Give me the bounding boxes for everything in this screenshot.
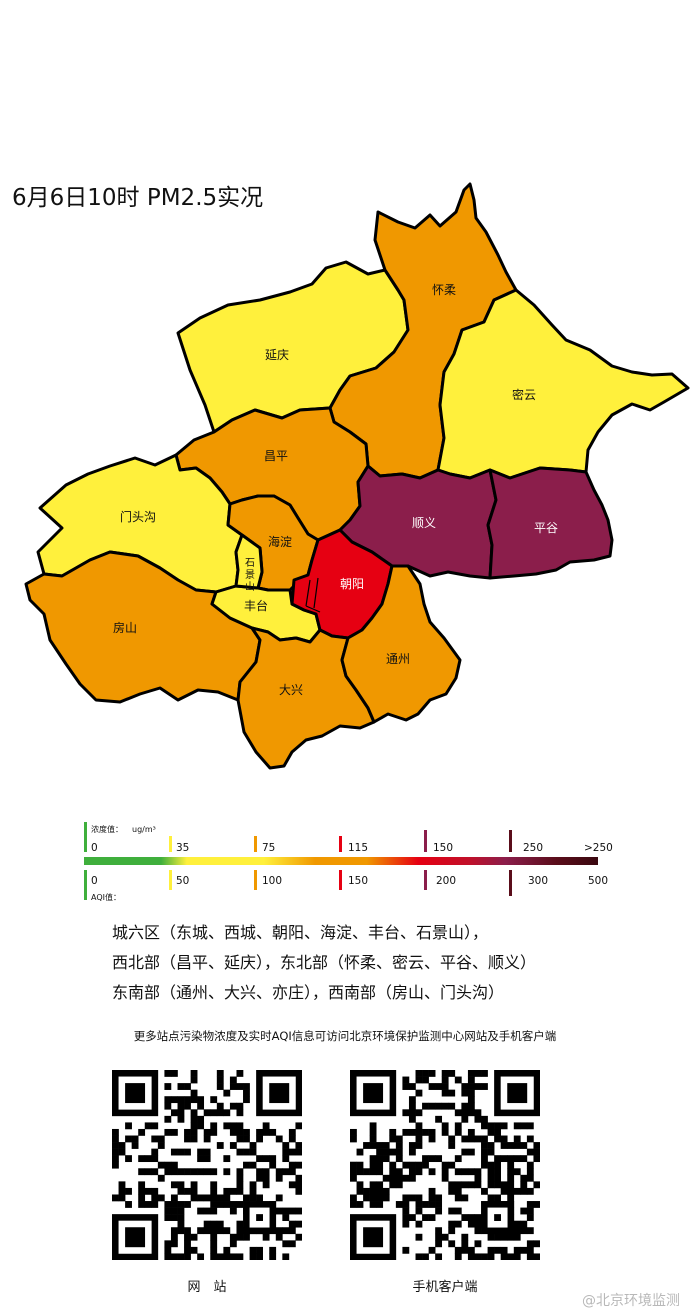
district-labels: 延庆 怀柔 密云 昌平 门头沟 海淀 顺义 平谷 石 景 山 朝阳 丰台 房山 … [113,283,558,697]
district-shijingshan[interactable] [234,533,264,590]
label-mentougou: 门头沟 [120,509,156,524]
label-fangshan: 房山 [113,620,137,635]
legend-green-marker-top [84,822,87,852]
aqi-tick: 300 [528,875,548,887]
label-shijingshan-2: 景 [245,569,255,581]
region-description: 城六区（东城、西城、朝阳、海淀、丰台、石景山）， 西北部（昌平、延庆），东北部（… [112,918,536,1008]
region-line: 西北部（昌平、延庆），东北部（怀柔、密云、平谷、顺义） [112,953,537,972]
aqi-tick: 500 [588,875,608,887]
district-tongzhou[interactable] [340,564,462,724]
label-shijingshan-3: 山 [245,581,255,593]
qr-caption-website: 网 站 [187,1280,227,1295]
tick-top-75 [254,836,257,852]
label-haidian: 海淀 [268,534,292,549]
legend-green-marker-bottom [84,870,87,900]
qr-caption-app: 手机客户端 [412,1280,478,1295]
conc-tick: 250 [523,842,543,854]
label-fengtai: 丰台 [244,598,268,613]
legend-aqi-label: AQI值： [91,892,121,902]
conc-tick: 0 [91,842,98,854]
app-qr-code[interactable] [350,1070,540,1260]
label-changping: 昌平 [264,449,288,463]
conc-tick: 75 [262,842,275,854]
weibo-watermark: @北京环境监测 [582,1293,680,1309]
aqi-tick: 150 [348,875,368,887]
label-tongzhou: 通州 [386,652,410,666]
tick-bottom-300 [509,870,512,896]
tick-bottom-100 [254,870,257,890]
region-line: 东南部（通州、大兴、亦庄），西南部（房山、门头沟） [112,983,505,1002]
tick-bottom-50 [169,870,172,890]
tick-bottom-200 [424,870,427,890]
aqi-tick: 50 [176,875,189,887]
label-huairou: 怀柔 [432,283,456,297]
label-pinggu: 平谷 [534,521,558,535]
legend-conc-label: 浓度值： [91,824,123,834]
label-shunyi: 顺义 [412,516,436,530]
tick-bottom-150 [339,870,342,890]
district-pinggu[interactable] [486,466,614,580]
aqi-tick: 200 [436,875,456,887]
legend-color-bar [84,857,598,865]
label-chaoyang: 朝阳 [340,577,364,591]
conc-tick: 115 [348,842,368,854]
city-core-boundary [291,574,321,613]
conc-tick: >250 [584,842,613,854]
aqi-tick: 100 [262,875,282,887]
beijing-district-map: 延庆 怀柔 密云 昌平 门头沟 海淀 顺义 平谷 石 景 山 朝阳 丰台 房山 … [24,182,690,770]
label-yanqing: 延庆 [265,348,289,362]
map-title: 6月6日10时 PM2.5实况 [12,185,264,211]
conc-tick: 150 [433,842,453,854]
tick-top-150 [424,830,427,852]
label-shijingshan-1: 石 [245,558,255,569]
district-shunyi[interactable] [338,464,498,580]
tick-top-35 [169,836,172,852]
aqi-tick: 0 [91,875,98,887]
region-line: 城六区（东城、西城、朝阳、海淀、丰台、石景山）， [112,923,489,942]
label-daxing: 大兴 [279,683,303,697]
aqi-tick-labels: 0 50 100 150 200 300 500 [91,875,608,887]
label-miyun: 密云 [512,387,536,402]
legend-conc-unit: ug/m³ [132,825,156,834]
tick-top-115 [339,836,342,852]
website-note: 更多站点污染物浓度及实时AQI信息可访问北京环境保护监测中心网站及手机客户端 [133,1029,557,1043]
conc-tick: 35 [176,842,189,854]
website-qr-code[interactable] [112,1070,302,1260]
district-daxing[interactable] [236,626,376,770]
conc-tick-labels: 0 35 75 115 150 250 >250 [91,842,613,854]
tick-top-250 [509,830,512,852]
district-miyun[interactable] [436,288,690,480]
